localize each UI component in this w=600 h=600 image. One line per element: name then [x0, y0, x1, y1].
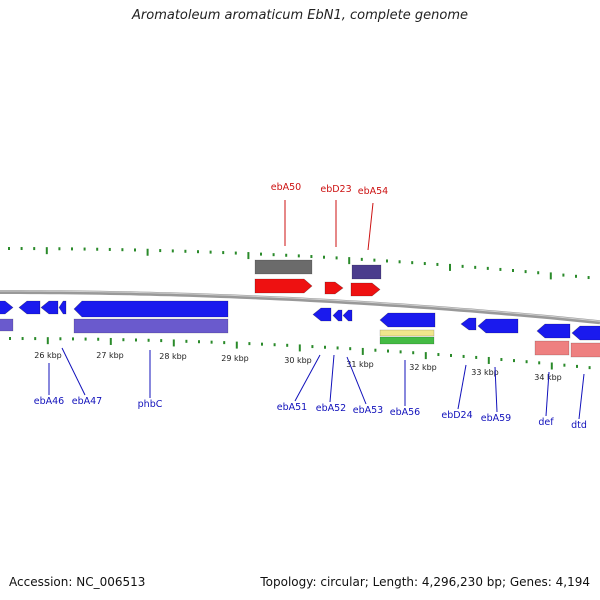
- scale-label: 30 kbp: [284, 356, 312, 365]
- gene-label: ebA53: [353, 405, 383, 416]
- genome-title: Aromatoleum aromaticum EbN1, complete ge…: [132, 8, 468, 23]
- gene-label: dtd: [571, 420, 587, 431]
- gene-arrow: [332, 309, 343, 322]
- gene-label: ebA50: [271, 182, 301, 193]
- gene-arrow: [324, 281, 344, 295]
- gene-arrow: [536, 323, 571, 339]
- gene-box: [254, 259, 313, 275]
- gene-arrow: [0, 300, 14, 315]
- leader-line: [494, 366, 498, 413]
- gene-label: def: [538, 417, 554, 428]
- gene-arrow: [379, 312, 436, 328]
- scale-label: 29 kbp: [221, 354, 249, 363]
- gene-arrow: [477, 318, 519, 334]
- leader-line: [346, 356, 367, 405]
- gene-label: phbC: [138, 399, 163, 410]
- cds-box: [0, 318, 14, 332]
- gene-label: ebA47: [72, 396, 102, 407]
- backbone-highlight: [0, 290, 600, 322]
- scale-label: 28 kbp: [159, 352, 187, 361]
- gene-arrow: [73, 300, 229, 318]
- gene-label: ebA51: [277, 402, 307, 413]
- gene-arrow: [342, 309, 353, 322]
- accession-label: Accession: NC_006513: [9, 575, 146, 589]
- gene-arrow: [350, 282, 381, 297]
- gene-label: ebA54: [358, 186, 388, 197]
- leader-line: [457, 364, 467, 410]
- scale-label: 32 kbp: [409, 363, 437, 372]
- leader-line: [367, 202, 374, 251]
- gene-arrow: [312, 307, 332, 322]
- leader-line: [61, 347, 86, 396]
- scale-label: 33 kbp: [471, 368, 499, 377]
- gene-arrow: [254, 278, 313, 294]
- gene-box: [570, 342, 600, 358]
- topology-label: Topology: circular; Length: 4,296,230 bp…: [260, 575, 590, 589]
- scale-label: 34 kbp: [534, 373, 562, 382]
- gene-arrow: [40, 300, 59, 315]
- gene-arrow: [58, 300, 67, 315]
- gene-label: ebA46: [34, 396, 64, 407]
- gene-box: [351, 264, 382, 280]
- gene-arrow: [18, 300, 41, 315]
- gene-label: ebA56: [390, 407, 420, 418]
- backbone-line: [0, 290, 600, 325]
- leader-line: [329, 354, 335, 403]
- gene-label: ebA59: [481, 413, 511, 424]
- gene-box: [379, 329, 435, 337]
- gene-arrow: [460, 317, 477, 331]
- scale-label: 26 kbp: [34, 351, 62, 360]
- gene-box: [534, 340, 570, 356]
- scale-label: 31 kbp: [346, 360, 374, 369]
- scale-label: 27 kbp: [96, 351, 124, 360]
- gene-label: ebA52: [316, 403, 346, 414]
- gene-label: ebD23: [320, 184, 351, 195]
- cds-box: [73, 318, 229, 334]
- gene-arrow: [571, 325, 600, 341]
- leader-line: [294, 354, 321, 402]
- gene-label: ebD24: [441, 410, 472, 421]
- gene-box: [379, 336, 435, 345]
- leader-line: [545, 371, 550, 417]
- leader-line: [578, 373, 585, 420]
